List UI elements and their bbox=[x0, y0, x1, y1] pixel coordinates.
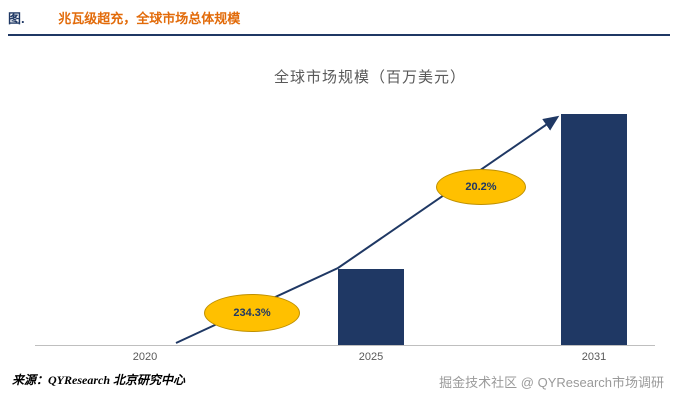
x-axis-label-2025: 2025 bbox=[358, 351, 384, 363]
growth-callout-234: 234.3% bbox=[204, 294, 300, 332]
x-axis-line bbox=[35, 345, 655, 346]
growth-callout-label: 20.2% bbox=[465, 181, 497, 193]
bar-2031 bbox=[561, 114, 627, 345]
watermark-text: 掘金技术社区 @ QYResearch市场调研 bbox=[439, 375, 664, 390]
figure-label: 图. bbox=[8, 11, 25, 26]
chart-title: 全球市场规模（百万美元） bbox=[273, 69, 466, 86]
x-axis-label-2020: 2020 bbox=[132, 351, 158, 363]
figure-header: 图. 兆瓦级超充，全球市场总体规模 bbox=[8, 8, 670, 36]
growth-callout-label: 234.3% bbox=[233, 307, 271, 319]
figure-title: 兆瓦级超充，全球市场总体规模 bbox=[58, 11, 241, 26]
growth-callout-20: 20.2% bbox=[436, 169, 526, 205]
bar-2025 bbox=[338, 269, 404, 345]
source-note: 来源：QYResearch 北京研究中心 bbox=[12, 373, 185, 387]
x-axis-label-2031: 2031 bbox=[581, 351, 607, 363]
